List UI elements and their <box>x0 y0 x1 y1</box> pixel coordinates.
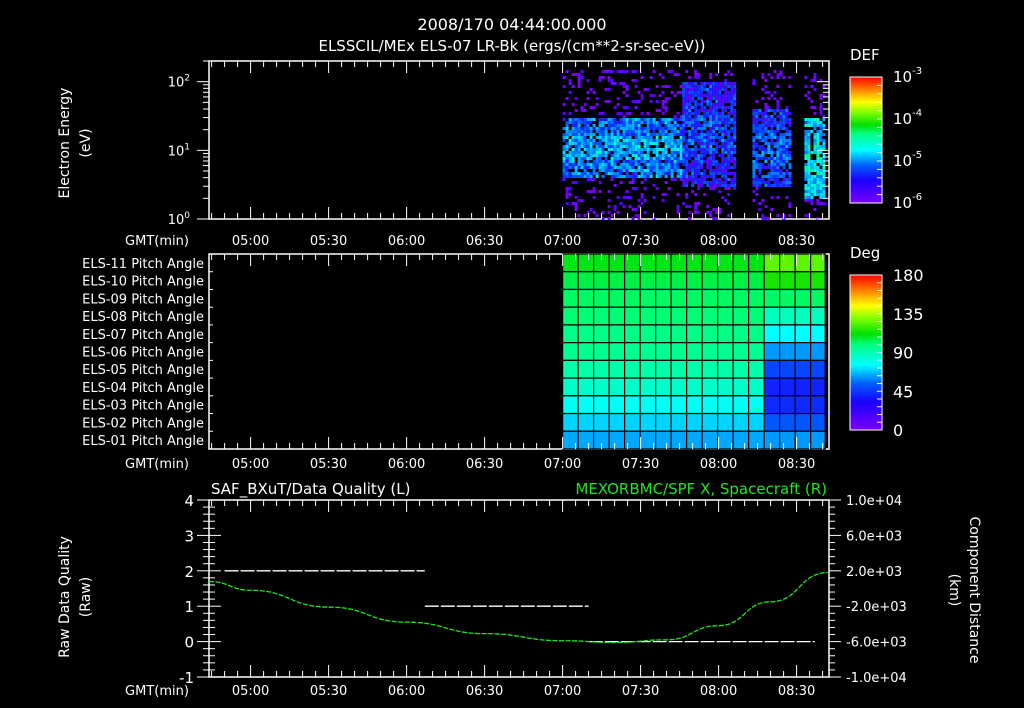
component-distance-tick-label: -2.0e+03 <box>846 600 907 615</box>
def-colorbar-tick-label: 10-5 <box>893 150 922 170</box>
deg-colorbar-tick-label: 0 <box>893 421 903 440</box>
energy-axis-unit: (eV) <box>78 128 94 157</box>
time-axis-label-2: GMT(min) <box>125 457 189 472</box>
data-quality-tick-label: 2 <box>184 563 194 581</box>
data-quality-axis-unit: (Raw) <box>78 577 94 617</box>
data-quality-panel: SAF_BXuT/Data Quality (L) MEXORBMC/SPF X… <box>57 480 982 699</box>
time-tick-label: 08:30 <box>778 234 815 249</box>
time-axis-label-3: GMT(min) <box>125 684 189 699</box>
deg-colorbar-title: Deg <box>850 244 880 262</box>
energy-spectrogram-data <box>562 70 826 220</box>
def-colorbar-tick-label: 10-6 <box>893 192 922 212</box>
pitch-angle-row-label: ELS-03 Pitch Angle <box>82 399 204 414</box>
energy-tick-label: 101 <box>168 142 190 159</box>
line-series-data <box>208 570 828 644</box>
component-distance-tick-label: -1.0e+04 <box>846 671 907 686</box>
def-colorbar-title: DEF <box>850 46 880 64</box>
deg-colorbar-tick-label: 90 <box>893 344 913 363</box>
time-tick-label: 06:30 <box>466 684 503 699</box>
data-quality-tick-label: 1 <box>184 598 194 616</box>
pitch-angle-row-label: ELS-01 Pitch Angle <box>82 434 204 449</box>
energy-tick-label: 102 <box>168 74 190 91</box>
pitch-angle-row-label: ELS-06 Pitch Angle <box>82 346 204 361</box>
time-tick-label: 08:30 <box>778 457 815 472</box>
deg-colorbar-tick-label: 45 <box>893 382 913 401</box>
pitch-angle-row-label: ELS-11 Pitch Angle <box>82 257 204 272</box>
time-tick-label: 05:00 <box>232 684 269 699</box>
energy-tick-label: 100 <box>168 211 191 228</box>
time-tick-label: 07:30 <box>622 234 659 249</box>
time-tick-label: 07:00 <box>544 684 581 699</box>
pitch-angle-row-label: ELS-05 Pitch Angle <box>82 363 204 378</box>
left-series-title: SAF_BXuT/Data Quality (L) <box>211 480 411 499</box>
data-quality-tick-label: 0 <box>184 634 194 652</box>
data-quality-tick-label: -1 <box>179 669 194 687</box>
time-tick-label: 05:30 <box>310 684 347 699</box>
data-quality-tick-label: 4 <box>184 492 194 510</box>
component-distance-tick-label: -6.0e+03 <box>846 636 907 651</box>
time-tick-label: 07:30 <box>622 457 659 472</box>
component-distance-axis-unit: (km) <box>946 574 962 607</box>
time-tick-label: 08:00 <box>700 684 737 699</box>
pitch-angle-row-label: ELS-07 Pitch Angle <box>82 328 204 343</box>
pitch-angle-row-label: ELS-08 Pitch Angle <box>82 310 204 325</box>
time-axis-label-1: GMT(min) <box>125 234 189 249</box>
def-colorbar <box>849 76 883 204</box>
data-quality-axis-label: Raw Data Quality <box>57 536 73 658</box>
deg-colorbar <box>849 274 883 431</box>
time-tick-label: 06:30 <box>466 234 503 249</box>
component-distance-axis-label: Component Distance <box>966 517 982 664</box>
time-tick-label: 06:00 <box>388 684 425 699</box>
component-distance-tick-label: 6.0e+03 <box>846 529 902 544</box>
time-tick-label: 05:30 <box>310 457 347 472</box>
pitch-angle-panel: ELS-11 Pitch Angle ELS-10 Pitch Angle ELS-… <box>82 244 923 472</box>
pitch-angle-data <box>561 253 826 450</box>
energy-spectrogram-panel: Electron Energy (eV) 102 101 100 05:00 05:3… <box>57 46 922 249</box>
pitch-angle-row-label: ELS-02 Pitch Angle <box>82 416 204 431</box>
plot-title: ELSSCIL/MEx ELS-07 LR-Bk (ergs/(cm**2-sr… <box>318 37 705 55</box>
pitch-angle-row-label: ELS-09 Pitch Angle <box>82 292 204 307</box>
deg-colorbar-tick-label: 180 <box>893 266 924 285</box>
time-tick-label: 08:30 <box>778 684 815 699</box>
time-tick-label: 07:00 <box>544 234 581 249</box>
time-tick-label: 08:00 <box>700 234 737 249</box>
energy-axis-label: Electron Energy <box>57 88 73 199</box>
time-tick-label: 06:00 <box>388 234 425 249</box>
component-distance-tick-label: 1.0e+04 <box>846 494 902 509</box>
right-series-title: MEXORBMC/SPF X, Spacecraft (R) <box>575 480 827 498</box>
def-colorbar-tick-label: 10-4 <box>893 108 922 128</box>
time-tick-label: 06:30 <box>466 457 503 472</box>
def-colorbar-tick-label: 10-3 <box>893 66 922 86</box>
pitch-angle-row-label: ELS-10 Pitch Angle <box>82 275 204 290</box>
data-quality-tick-label: 3 <box>184 527 194 545</box>
deg-colorbar-tick-label: 135 <box>893 305 924 324</box>
pitch-angle-row-label: ELS-04 Pitch Angle <box>82 381 204 396</box>
time-tick-label: 08:00 <box>700 457 737 472</box>
time-tick-label: 05:30 <box>310 234 347 249</box>
plot-timestamp: 2008/170 04:44:00.000 <box>417 15 606 34</box>
time-tick-label: 07:00 <box>544 457 581 472</box>
time-tick-label: 05:00 <box>232 234 269 249</box>
component-distance-tick-label: 2.0e+03 <box>846 565 902 580</box>
time-tick-label: 05:00 <box>232 457 269 472</box>
time-tick-label: 07:30 <box>622 684 659 699</box>
time-tick-label: 06:00 <box>388 457 425 472</box>
